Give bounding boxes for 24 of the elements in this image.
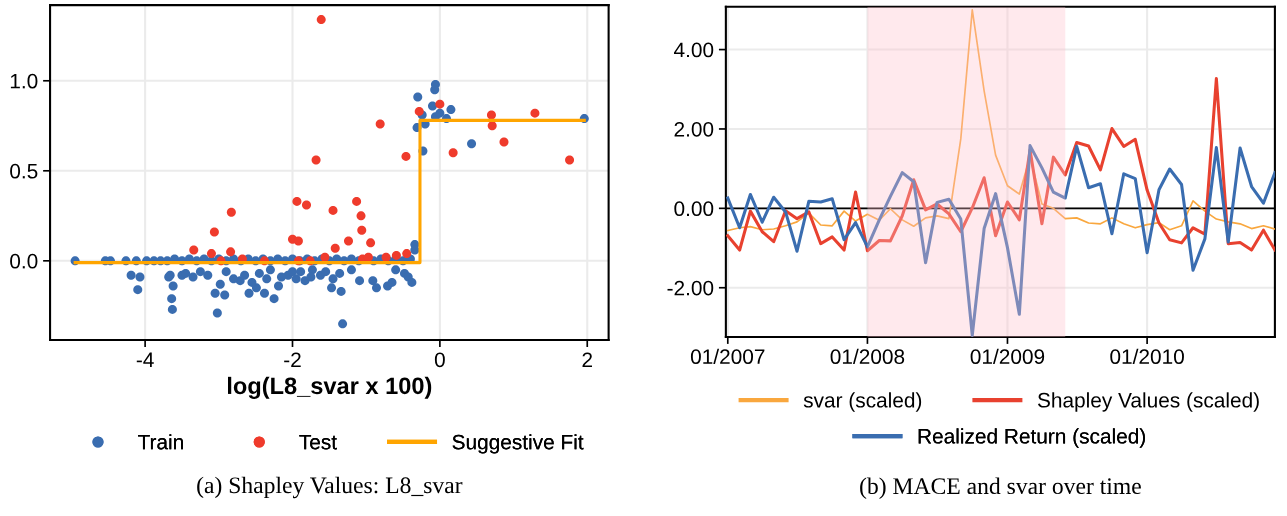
legend-label: Suggestive Fit (452, 434, 584, 454)
x-tick-label: 01/2007 (690, 348, 765, 365)
text: (b) MACE and svar over time (860, 477, 1141, 499)
x-tick-label: -2 (284, 352, 301, 367)
legend-label: Realized Return (scaled) (918, 428, 1145, 448)
x-tick-label: 2 (582, 352, 592, 367)
y-tick-label: 2.00 (674, 121, 714, 137)
y-tick-label: 0.0 (10, 253, 38, 269)
y-tick-label: 1.0 (10, 73, 38, 89)
legend-label: Test (299, 434, 337, 450)
x-tick-label: -4 (136, 352, 154, 367)
legend-label: Train (138, 434, 183, 450)
legend-label: Shapley Values (scaled) (1037, 392, 1259, 412)
y-tick-label: 4.00 (674, 42, 714, 58)
y-tick-label: 0.5 (10, 163, 38, 179)
x-tick-label: 01/2008 (830, 348, 905, 365)
x-tick-label: 0 (434, 352, 445, 368)
y-tick-label: -2.00 (667, 280, 714, 296)
x-axis-title: log(L8_svar x 100) (227, 376, 432, 399)
legend-label: svar (scaled) (803, 392, 922, 412)
x-tick-label: 01/2009 (970, 348, 1045, 365)
x-tick-label: 01/2010 (1110, 348, 1184, 365)
y-tick-label: 0.00 (674, 201, 714, 217)
text: (a) Shapley Values: L8_svar (197, 476, 463, 499)
